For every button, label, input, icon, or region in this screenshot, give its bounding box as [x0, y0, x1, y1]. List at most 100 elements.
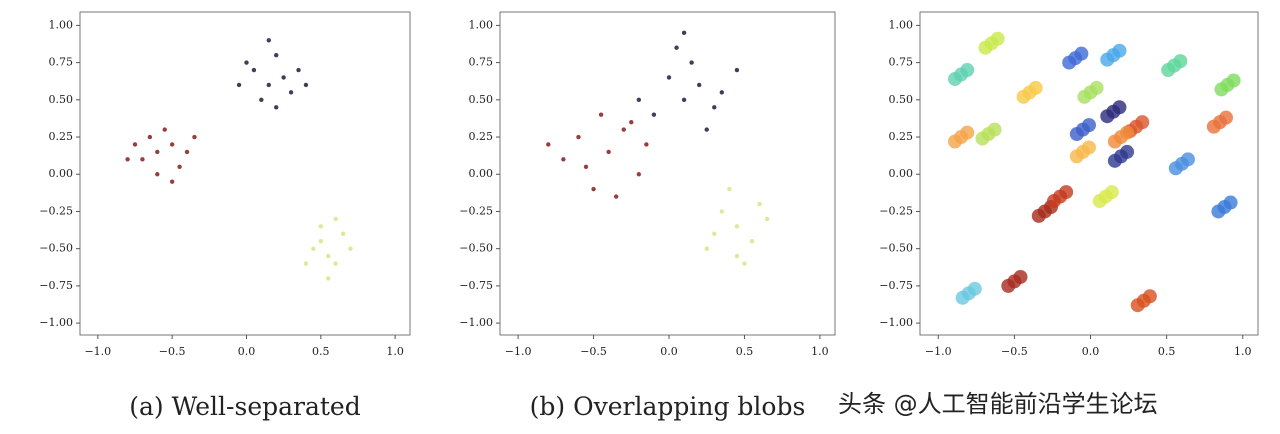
- point: [681, 97, 687, 103]
- x-tick-label: −0.5: [580, 345, 607, 358]
- x-tick-label: 0.5: [736, 345, 754, 358]
- x-tick-label: −1.0: [84, 345, 111, 358]
- point: [742, 261, 747, 266]
- y-tick-label: 0.50: [469, 93, 494, 106]
- point: [318, 239, 324, 244]
- point: [333, 216, 338, 222]
- point: [1107, 134, 1122, 149]
- point: [749, 239, 755, 244]
- point: [689, 60, 694, 65]
- x-tick-label: 0.0: [660, 345, 678, 358]
- point: [636, 97, 642, 103]
- point: [348, 246, 353, 251]
- point: [1211, 204, 1226, 219]
- point: [948, 71, 963, 86]
- point: [132, 142, 138, 147]
- point: [259, 97, 264, 103]
- x-tick-label: 1.0: [386, 345, 404, 358]
- point: [1016, 89, 1031, 104]
- point: [674, 45, 679, 50]
- y-tick-label: −0.25: [879, 204, 913, 217]
- point: [326, 253, 331, 259]
- point: [1013, 269, 1028, 284]
- plot-frame: [499, 11, 836, 336]
- point: [734, 253, 740, 259]
- point: [251, 67, 257, 73]
- point: [1107, 153, 1122, 168]
- point: [162, 127, 167, 132]
- point: [1082, 140, 1096, 155]
- point: [244, 60, 249, 65]
- point: [696, 82, 702, 88]
- point: [1104, 185, 1119, 200]
- x-tick-label: 0.5: [1158, 345, 1176, 358]
- point: [1173, 54, 1188, 69]
- point: [1214, 82, 1229, 97]
- point: [1028, 80, 1043, 95]
- point: [704, 127, 709, 132]
- y-tick-label: 1.00: [889, 18, 914, 31]
- y-tick-label: 0.50: [889, 93, 914, 106]
- point: [236, 82, 242, 88]
- point: [1135, 115, 1150, 130]
- point: [598, 112, 604, 117]
- point: [1074, 46, 1089, 61]
- y-tick-label: 1.00: [49, 18, 74, 31]
- point: [318, 224, 324, 229]
- x-tick-label: −0.5: [159, 345, 186, 358]
- point: [546, 142, 551, 147]
- point: [333, 261, 338, 266]
- y-tick-label: −0.50: [879, 242, 913, 255]
- point: [1223, 195, 1238, 210]
- y-tick-label: −0.75: [879, 279, 913, 292]
- point: [155, 172, 160, 177]
- y-tick-label: 0.00: [889, 167, 914, 180]
- y-tick-label: −0.25: [39, 204, 73, 217]
- x-tick-label: 1.0: [1234, 345, 1252, 358]
- x-tick-label: −0.5: [1001, 345, 1028, 358]
- point: [1092, 194, 1107, 209]
- x-tick-label: 1.0: [811, 345, 829, 358]
- point: [1059, 185, 1074, 200]
- point: [719, 90, 725, 95]
- point: [155, 149, 160, 155]
- point: [1082, 118, 1096, 133]
- y-tick-label: −0.25: [459, 204, 493, 217]
- point: [1062, 55, 1077, 70]
- point: [1120, 125, 1135, 140]
- y-tick-label: −0.75: [39, 279, 73, 292]
- point: [621, 127, 626, 132]
- x-tick-label: −1.0: [925, 345, 952, 358]
- x-tick-label: 0.0: [1082, 345, 1100, 358]
- point: [757, 201, 762, 207]
- point: [1069, 127, 1084, 142]
- y-tick-label: 0.50: [49, 93, 74, 106]
- y-tick-label: 0.00: [49, 167, 74, 180]
- point: [1168, 161, 1183, 176]
- point: [734, 67, 740, 73]
- point: [1112, 43, 1127, 58]
- point: [1001, 278, 1016, 293]
- x-tick-label: −1.0: [505, 345, 532, 358]
- point: [1130, 298, 1145, 313]
- point: [1089, 80, 1104, 95]
- y-tick-label: 0.75: [49, 56, 74, 69]
- point: [169, 179, 175, 184]
- point: [340, 231, 346, 236]
- point: [274, 105, 279, 110]
- point: [1180, 152, 1195, 167]
- point: [561, 157, 566, 162]
- point: [960, 63, 975, 78]
- point: [712, 105, 717, 110]
- watermark: 头条 @人工智能前沿学生论坛: [838, 390, 1158, 418]
- y-tick-label: 0.75: [889, 56, 914, 69]
- y-tick-label: 0.25: [49, 130, 74, 143]
- y-tick-label: −1.00: [459, 316, 493, 329]
- y-tick-label: 0.25: [469, 130, 494, 143]
- point: [1031, 208, 1046, 223]
- point: [1046, 194, 1061, 209]
- point: [576, 134, 581, 140]
- point: [613, 194, 619, 199]
- y-tick-label: 1.00: [469, 18, 494, 31]
- point: [1077, 89, 1092, 104]
